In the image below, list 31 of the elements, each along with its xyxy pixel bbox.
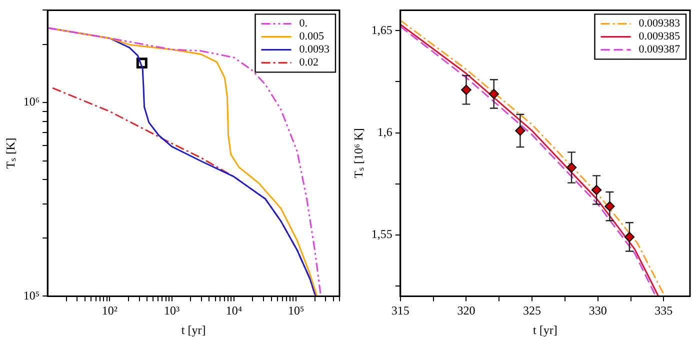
x-tick-label: 10³ <box>164 304 180 318</box>
legend-label: 0.0093 <box>299 44 330 56</box>
x-tick-label: 315 <box>391 304 410 318</box>
legend-label: 0.009385 <box>638 30 680 43</box>
point <box>461 84 472 95</box>
x-tick-label: 335 <box>654 304 673 318</box>
legend-label: 0. <box>299 18 308 30</box>
x-axis-title: t [yr] <box>181 322 206 337</box>
legend-label: 0.009383 <box>638 18 680 30</box>
point <box>515 126 526 136</box>
y-tick-label: 1,6 <box>377 124 392 139</box>
point <box>566 162 577 172</box>
y-tick-label: 10⁶ <box>23 94 40 109</box>
y-tick-label: 1,55 <box>371 227 392 242</box>
x-tick-label: 325 <box>523 304 542 318</box>
x-tick-label: 320 <box>457 304 476 318</box>
x-axis-title: t [yr] <box>533 322 558 337</box>
point <box>604 201 615 212</box>
legend-label: 0.005 <box>299 30 324 43</box>
point <box>592 184 602 195</box>
point <box>488 88 499 99</box>
x-tick-label: 330 <box>588 304 607 318</box>
legend-label: 0.02 <box>299 56 318 69</box>
x-tick-label: 10⁵ <box>288 304 304 318</box>
y-tick-label: 1,65 <box>371 22 392 37</box>
x-tick-label: 10² <box>102 304 118 318</box>
y-axis-title: Tₛ [10⁶ K] <box>351 128 366 178</box>
legend-label: 0.009387 <box>638 44 680 56</box>
y-axis-title: Tₛ [K] <box>3 138 18 169</box>
x-tick-label: 10⁴ <box>226 304 242 318</box>
point <box>624 232 634 242</box>
